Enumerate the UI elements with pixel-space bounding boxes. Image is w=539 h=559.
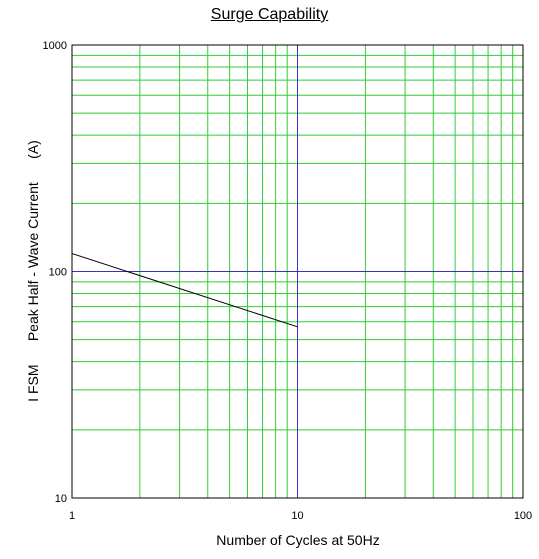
x-tick-label: 1: [69, 510, 75, 522]
x-tick-label: 10: [291, 510, 303, 522]
y-axis-label: I FSM Peak Half - Wave Current (A): [25, 140, 41, 402]
chart-title: Surge Capability: [210, 6, 329, 23]
y-tick-label: 100: [49, 267, 67, 279]
reference-lines: [72, 45, 523, 498]
y-tick-label: 10: [55, 493, 67, 505]
x-axis-label: Number of Cycles at 50Hz: [216, 532, 380, 548]
series-line: [71, 253, 298, 328]
x-tick-label: 100: [514, 510, 532, 522]
y-tick-label: 1000: [43, 40, 67, 52]
series-lines: [71, 253, 298, 328]
plot-frame: [71, 44, 524, 499]
